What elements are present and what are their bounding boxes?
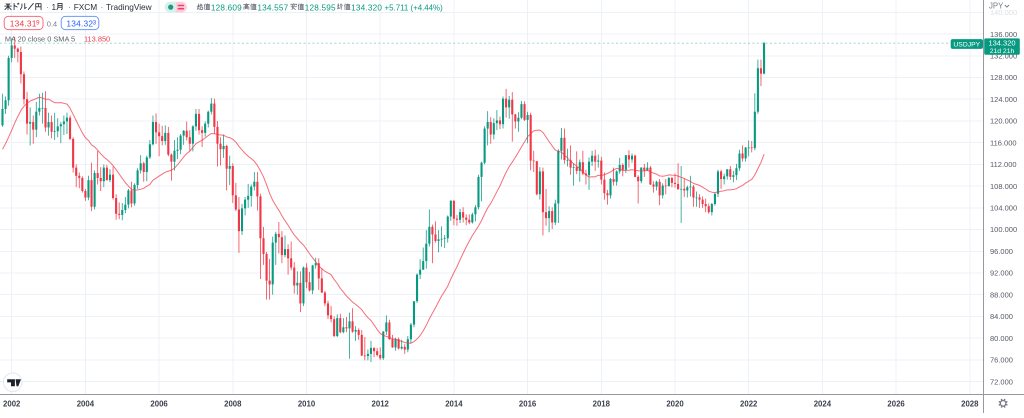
svg-text:76.000: 76.000 xyxy=(990,356,1013,365)
svg-text:92.000: 92.000 xyxy=(990,269,1013,278)
svg-text:JPY: JPY xyxy=(989,2,1004,11)
svg-text:2014: 2014 xyxy=(445,399,463,408)
svg-text:2006: 2006 xyxy=(150,399,168,408)
svg-text:MA 20 close 0 SMA 5: MA 20 close 0 SMA 5 xyxy=(5,35,75,44)
svg-text:136.000: 136.000 xyxy=(990,30,1017,39)
svg-text:134.32: 134.32 xyxy=(66,19,93,29)
svg-text:112.000: 112.000 xyxy=(990,160,1017,169)
svg-text:·: · xyxy=(46,2,49,12)
svg-text:116.000: 116.000 xyxy=(990,138,1017,147)
svg-text:134.320: 134.320 xyxy=(351,3,382,12)
svg-text:2020: 2020 xyxy=(666,399,684,408)
svg-text:113.850: 113.850 xyxy=(84,35,110,44)
svg-text:134.320: 134.320 xyxy=(988,39,1015,48)
svg-text:134.557: 134.557 xyxy=(257,3,288,12)
svg-text:3: 3 xyxy=(93,19,97,26)
svg-text:2018: 2018 xyxy=(593,399,611,408)
svg-text:1: 1 xyxy=(52,2,57,12)
svg-text:128.609: 128.609 xyxy=(211,3,242,12)
svg-text:88.000: 88.000 xyxy=(990,290,1013,299)
svg-text:2022: 2022 xyxy=(740,399,758,408)
svg-text:120.000: 120.000 xyxy=(990,117,1017,126)
svg-text:2004: 2004 xyxy=(77,399,95,408)
svg-text:·: · xyxy=(68,2,71,12)
svg-text:2012: 2012 xyxy=(372,399,390,408)
svg-text:134.31: 134.31 xyxy=(10,19,37,29)
svg-text:108.000: 108.000 xyxy=(990,182,1017,191)
svg-text:+5.711 (+4.44%): +5.711 (+4.44%) xyxy=(385,3,444,12)
svg-text:2028: 2028 xyxy=(961,399,979,408)
svg-text:2016: 2016 xyxy=(519,399,537,408)
svg-text:2026: 2026 xyxy=(887,399,905,408)
svg-text:132.000: 132.000 xyxy=(990,52,1017,61)
svg-text:2024: 2024 xyxy=(814,399,832,408)
svg-text:USDJPY: USDJPY xyxy=(953,41,980,48)
svg-text:124.000: 124.000 xyxy=(990,95,1017,104)
svg-text:TradingView: TradingView xyxy=(106,2,153,12)
svg-text:140.000: 140.000 xyxy=(990,8,1017,17)
svg-text:9: 9 xyxy=(36,19,40,26)
svg-text:80.000: 80.000 xyxy=(990,334,1013,343)
svg-text:0.4: 0.4 xyxy=(47,20,57,29)
svg-text:104.000: 104.000 xyxy=(990,204,1017,213)
svg-text:100.000: 100.000 xyxy=(990,225,1017,234)
svg-text:FXCM: FXCM xyxy=(74,2,98,12)
svg-text:72.000: 72.000 xyxy=(990,377,1013,386)
svg-text:2002: 2002 xyxy=(3,399,21,408)
svg-text:128.595: 128.595 xyxy=(305,3,336,12)
svg-text:21d 21h: 21d 21h xyxy=(990,48,1015,55)
svg-text:96.000: 96.000 xyxy=(990,247,1013,256)
svg-text:·: · xyxy=(101,2,104,12)
svg-text:84.000: 84.000 xyxy=(990,312,1013,321)
svg-text:2010: 2010 xyxy=(298,399,316,408)
svg-text:128.000: 128.000 xyxy=(990,73,1017,82)
svg-text:2008: 2008 xyxy=(224,399,242,408)
